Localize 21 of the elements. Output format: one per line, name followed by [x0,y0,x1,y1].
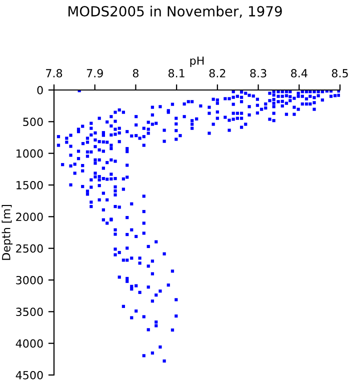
y-tick-label: 2000 [16,212,43,222]
x-tick-label: 8.2 [209,69,226,78]
y-tick-label: 4500 [16,370,43,380]
y-axis-title: Depth [m] [2,205,13,260]
y-tick-label: 0 [37,86,43,94]
x-tick-label: 7.8 [46,69,62,78]
y-tick-label: 500 [23,118,43,126]
x-axis-title: pH [190,56,204,67]
x-tick-label: 8 [132,69,138,78]
x-tick-label: 8.1 [168,69,184,78]
y-tick-label: 1000 [16,149,43,158]
y-tick-label: 4000 [16,339,43,348]
y-tick-label: 2500 [16,244,43,253]
y-tick-label: 1500 [16,180,43,190]
chart-title: MODS2005 in November, 1979 [68,6,282,18]
x-tick-label: 8.5 [332,69,348,78]
y-tick-label: 3000 [16,276,43,284]
x-tick-label: 8.3 [250,69,266,78]
x-tick-label: 7.9 [86,69,103,78]
y-tick-label: 3500 [16,308,43,316]
x-tick-label: 8.4 [291,69,308,78]
